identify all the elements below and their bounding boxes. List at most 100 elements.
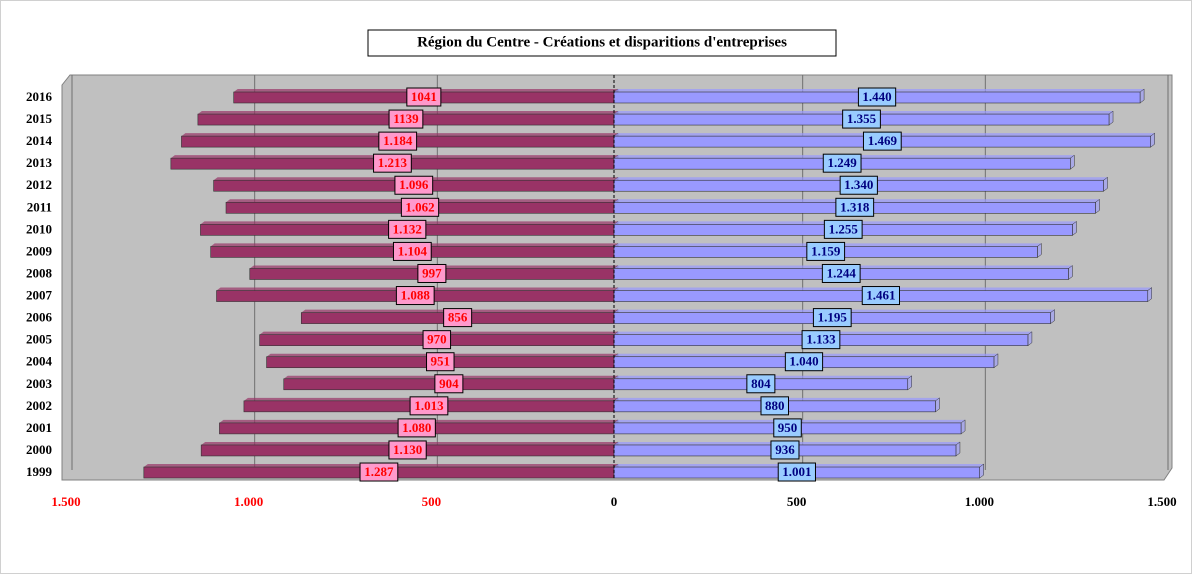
- value-label-box: [773, 418, 802, 438]
- value-label: 1.133: [806, 332, 836, 347]
- value-label-box: [823, 219, 863, 239]
- value-label: 1.287: [364, 464, 394, 479]
- x-tick-label: 1.500: [51, 494, 80, 509]
- y-tick-label: 2014: [26, 133, 53, 148]
- x-tick-label: 500: [422, 494, 442, 509]
- value-label-box: [746, 374, 776, 394]
- value-label: 804: [751, 376, 771, 391]
- value-label-box: [861, 286, 901, 306]
- value-label-box: [388, 109, 424, 129]
- value-label-box: [409, 396, 449, 416]
- value-label-box: [760, 396, 789, 416]
- x-tick-label: 1.000: [965, 494, 994, 509]
- value-label: 1.088: [401, 288, 431, 303]
- value-label-box: [821, 263, 861, 283]
- value-label: 950: [778, 420, 798, 435]
- value-label: 856: [448, 310, 468, 325]
- y-tick-label: 2002: [26, 398, 52, 413]
- x-tick-label: 1.500: [1147, 494, 1176, 509]
- value-label: 1.132: [393, 221, 422, 236]
- title-box: [367, 29, 837, 57]
- value-label: 1.255: [829, 221, 859, 236]
- value-label-box: [394, 175, 434, 195]
- value-label: 1.469: [868, 133, 898, 148]
- x-tick-label: 1.000: [234, 494, 263, 509]
- y-tick-label: 2005: [26, 332, 53, 347]
- y-tick-label: 2006: [26, 310, 53, 325]
- value-label-box: [373, 153, 412, 173]
- value-label: 1.195: [818, 310, 848, 325]
- y-tick-label: 2013: [26, 155, 53, 170]
- value-label: 1.062: [405, 199, 434, 214]
- value-label-box: [812, 308, 852, 328]
- value-label: 997: [422, 265, 442, 280]
- y-tick-label: 2004: [26, 354, 53, 369]
- value-label: 1.080: [402, 420, 431, 435]
- value-label-box: [862, 131, 902, 151]
- y-tick-label: 2015: [26, 111, 53, 126]
- y-tick-label: 2000: [26, 442, 52, 457]
- value-label: 1.184: [383, 133, 413, 148]
- x-tick-label: 500: [787, 494, 807, 509]
- value-label-box: [835, 197, 875, 217]
- chart-title: Région du Centre - Créations et disparit…: [417, 34, 787, 50]
- y-tick-label: 2001: [26, 420, 52, 435]
- value-label: 1.213: [378, 155, 408, 170]
- value-label-box: [842, 109, 881, 129]
- value-label-box: [777, 462, 816, 482]
- value-label-box: [443, 308, 473, 328]
- y-tick-label: 2016: [26, 89, 53, 104]
- value-label: 1.001: [782, 464, 811, 479]
- y-tick-label: 2008: [26, 265, 53, 280]
- value-label: 880: [765, 398, 785, 413]
- y-tick-label: 2010: [26, 221, 52, 236]
- value-label: 1139: [393, 111, 419, 126]
- y-tick-label: 2011: [27, 199, 52, 214]
- value-label: 1.318: [840, 199, 870, 214]
- value-label: 1.013: [414, 398, 444, 413]
- value-label: 1.440: [862, 89, 891, 104]
- value-label: 1.461: [866, 288, 895, 303]
- value-label-box: [426, 352, 455, 372]
- value-label-box: [359, 462, 399, 482]
- value-label-box: [392, 241, 432, 261]
- value-label-box: [378, 131, 418, 151]
- value-label-box: [806, 241, 846, 261]
- value-label: 1.130: [393, 442, 422, 457]
- x-tick-label: 0: [611, 494, 618, 509]
- value-label-box: [784, 352, 824, 372]
- value-label-box: [422, 330, 452, 350]
- value-label-box: [417, 263, 447, 283]
- value-label-box: [857, 87, 897, 107]
- y-tick-label: 2012: [26, 177, 52, 192]
- value-label-box: [801, 330, 841, 350]
- value-label-box: [434, 374, 464, 394]
- value-label-box: [395, 286, 435, 306]
- y-tick-label: 2009: [26, 243, 53, 258]
- value-label: 1.244: [827, 265, 857, 280]
- value-label: 1.040: [789, 354, 818, 369]
- value-label-box: [406, 87, 442, 107]
- value-label: 1.249: [828, 155, 858, 170]
- value-label: 1.355: [847, 111, 877, 126]
- value-label-box: [822, 153, 862, 173]
- value-label: 951: [431, 354, 451, 369]
- value-label-box: [400, 197, 440, 217]
- value-label: 1041: [411, 89, 437, 104]
- value-label-box: [770, 440, 800, 460]
- value-label: 904: [439, 376, 459, 391]
- value-label: 970: [427, 332, 447, 347]
- value-label: 1.159: [811, 243, 841, 258]
- value-label-box: [397, 418, 436, 438]
- value-label-box: [388, 219, 427, 239]
- value-label-box: [839, 175, 878, 195]
- y-tick-label: 2007: [26, 288, 53, 303]
- value-label: 1.104: [398, 243, 428, 258]
- value-label: 1.096: [399, 177, 429, 192]
- value-label: 936: [775, 442, 795, 457]
- y-tick-label: 2003: [26, 376, 53, 391]
- value-label: 1.340: [844, 177, 873, 192]
- y-tick-label: 1999: [26, 464, 53, 479]
- value-label-box: [388, 440, 427, 460]
